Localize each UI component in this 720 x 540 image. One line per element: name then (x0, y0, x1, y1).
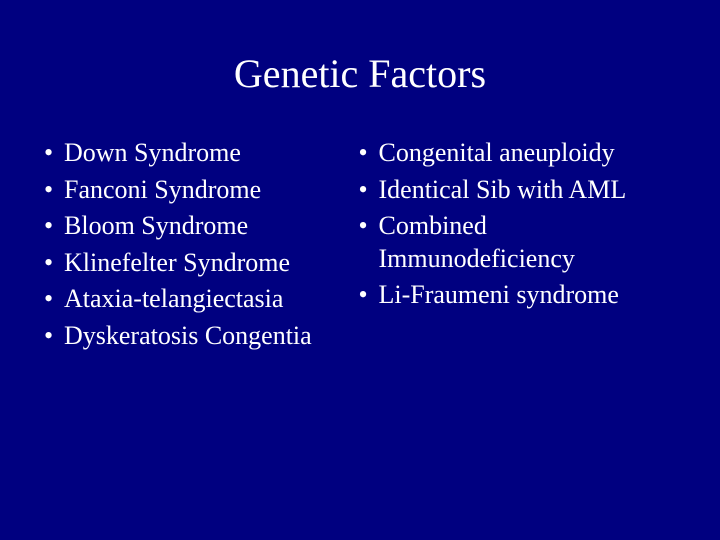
list-item: •Dyskeratosis Congentia (40, 320, 335, 353)
bullet-icon: • (40, 137, 64, 170)
bullet-icon: • (40, 247, 64, 280)
left-list: •Down Syndrome •Fanconi Syndrome •Bloom … (40, 137, 335, 352)
list-item: •Down Syndrome (40, 137, 335, 170)
slide-title: Genetic Factors (40, 50, 680, 97)
list-item: •Congenital aneuploidy (355, 137, 681, 170)
bullet-icon: • (355, 279, 379, 312)
item-text: Bloom Syndrome (64, 210, 335, 243)
left-column: •Down Syndrome •Fanconi Syndrome •Bloom … (40, 137, 335, 356)
list-item: •Identical Sib with AML (355, 174, 681, 207)
item-text: Combined Immunodeficiency (379, 210, 681, 275)
item-text: Klinefelter Syndrome (64, 247, 335, 280)
right-column: •Congenital aneuploidy •Identical Sib wi… (355, 137, 681, 356)
list-item: •Li-Fraumeni syndrome (355, 279, 681, 312)
item-text: Down Syndrome (64, 137, 335, 170)
item-text: Congenital aneuploidy (379, 137, 681, 170)
bullet-icon: • (40, 174, 64, 207)
content-columns: •Down Syndrome •Fanconi Syndrome •Bloom … (40, 137, 680, 356)
list-item: •Fanconi Syndrome (40, 174, 335, 207)
item-text: Fanconi Syndrome (64, 174, 335, 207)
bullet-icon: • (355, 174, 379, 207)
list-item: •Klinefelter Syndrome (40, 247, 335, 280)
bullet-icon: • (40, 320, 64, 353)
bullet-icon: • (355, 137, 379, 170)
list-item: •Bloom Syndrome (40, 210, 335, 243)
right-list: •Congenital aneuploidy •Identical Sib wi… (355, 137, 681, 312)
bullet-icon: • (40, 283, 64, 316)
list-item: •Combined Immunodeficiency (355, 210, 681, 275)
slide: Genetic Factors •Down Syndrome •Fanconi … (0, 0, 720, 540)
item-text: Dyskeratosis Congentia (64, 320, 335, 353)
item-text: Li-Fraumeni syndrome (379, 279, 681, 312)
bullet-icon: • (355, 210, 379, 243)
item-text: Identical Sib with AML (379, 174, 681, 207)
bullet-icon: • (40, 210, 64, 243)
item-text: Ataxia-telangiectasia (64, 283, 335, 316)
list-item: •Ataxia-telangiectasia (40, 283, 335, 316)
